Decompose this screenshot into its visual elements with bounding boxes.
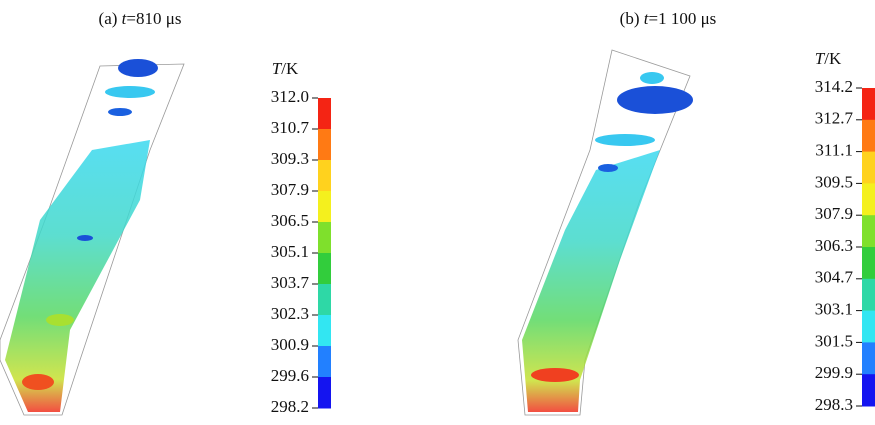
colorbar-title: T/K xyxy=(272,59,299,78)
simulation-image xyxy=(518,50,693,415)
tick-label: 302.3 xyxy=(271,304,309,323)
tick-label: 309.5 xyxy=(815,172,853,191)
tick-label: 300.9 xyxy=(271,335,309,354)
tick-label: 314.2 xyxy=(815,77,853,96)
colorbar-segment xyxy=(862,374,875,406)
tick-label: 307.9 xyxy=(271,180,309,199)
colorbar-segment xyxy=(862,311,875,343)
colorbar-segment xyxy=(862,215,875,247)
colorbar-title: T/K xyxy=(815,49,842,68)
colorbar-segment xyxy=(862,120,875,152)
tick-label: 309.3 xyxy=(271,149,309,168)
colorbar-segment xyxy=(862,88,875,120)
colorbar-segment xyxy=(318,98,331,130)
colorbar-segment xyxy=(318,346,331,378)
colorbar-segment xyxy=(318,160,331,192)
tick-label: 298.2 xyxy=(271,397,309,416)
tick-label: 299.6 xyxy=(271,366,309,385)
colorbar-segment xyxy=(318,222,331,254)
tick-label: 306.5 xyxy=(271,211,309,230)
colorbar-segment xyxy=(862,247,875,279)
tick-label: 312.0 xyxy=(271,87,309,106)
tick-label: 303.7 xyxy=(271,273,310,292)
tick-label: 306.3 xyxy=(815,236,853,255)
colorbar-segment xyxy=(318,284,331,316)
tick-label: 305.1 xyxy=(271,242,309,261)
colorbar-segment xyxy=(862,342,875,374)
panel-title: (a) t=810 μs xyxy=(99,9,182,28)
figure: (a) t=810 μs T/K 312.0 310.7 309.3 307.9 306… xyxy=(0,0,875,420)
colorbar-segment xyxy=(318,377,331,409)
simulation-image xyxy=(0,59,184,415)
tick-label: 301.5 xyxy=(815,331,853,350)
tick-label: 312.7 xyxy=(815,109,854,128)
colorbar-segment xyxy=(318,253,331,285)
tick-label: 311.1 xyxy=(815,141,853,160)
colorbar: 314.2 312.7 311.1 309.5 307.9 306.3 304.7 303.1… xyxy=(815,77,875,414)
panel-title: (b) t=1 100 μs xyxy=(620,9,717,28)
colorbar: 312.0 310.7 309.3 307.9 306.5 305.1 303.7 302.3… xyxy=(271,87,331,416)
colorbar-segment xyxy=(318,191,331,223)
colorbar-segment xyxy=(318,315,331,347)
tick-label: 298.3 xyxy=(815,395,853,414)
tick-label: 303.1 xyxy=(815,300,853,319)
colorbar-segment xyxy=(862,152,875,184)
tick-label: 310.7 xyxy=(271,118,310,137)
tick-label: 304.7 xyxy=(815,268,854,287)
tick-label: 307.9 xyxy=(815,204,853,223)
colorbar-segment xyxy=(318,129,331,161)
colorbar-segment xyxy=(862,183,875,215)
tick-label: 299.9 xyxy=(815,363,853,382)
colorbar-segment xyxy=(862,279,875,311)
